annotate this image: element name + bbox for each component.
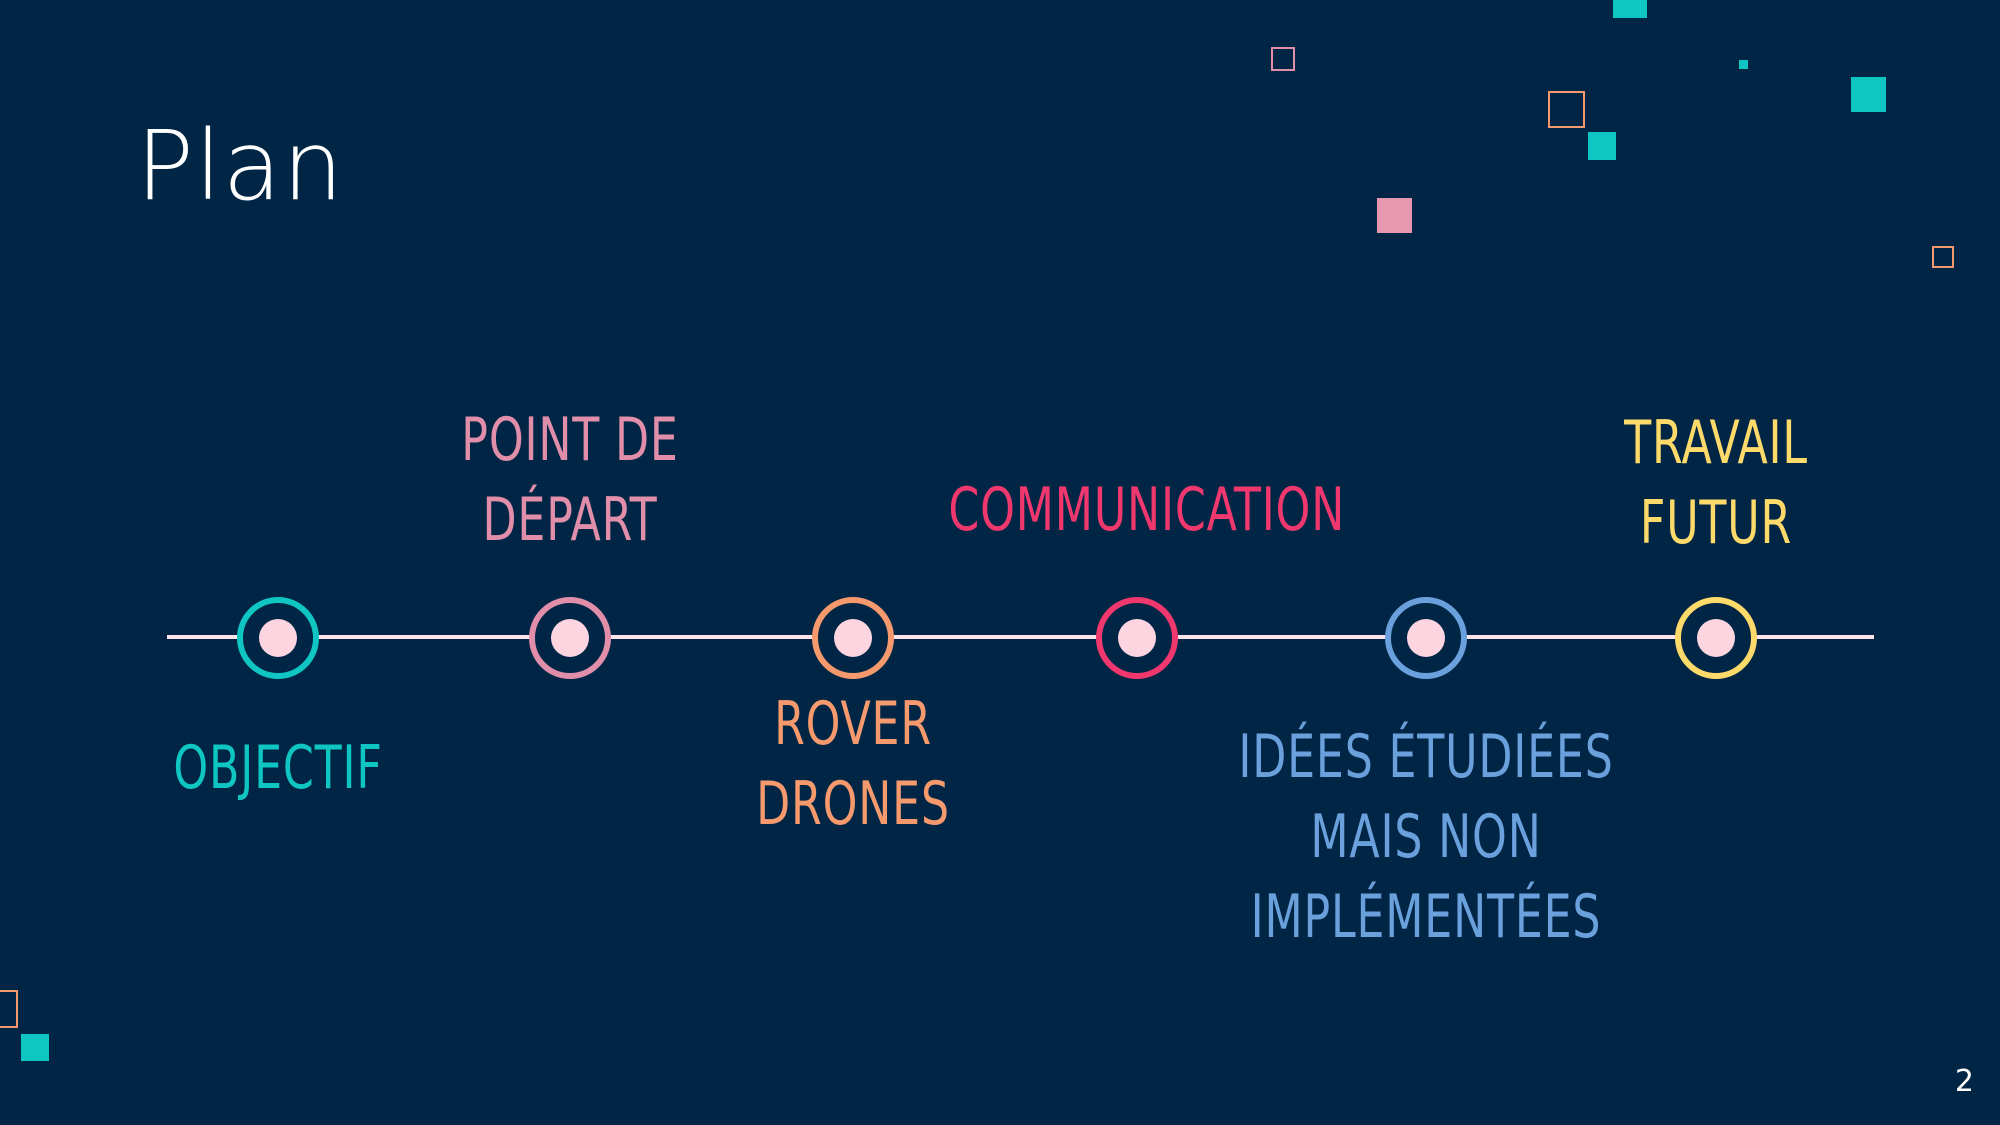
timeline-label: TRAVAIL FUTUR <box>1624 408 1808 558</box>
decorative-square-outline <box>1548 91 1585 128</box>
timeline-label: OBJECTIF <box>173 733 383 803</box>
timeline-marker <box>529 597 611 679</box>
page-title: Plan <box>136 110 345 222</box>
page-number: 2 <box>1954 1064 1974 1099</box>
decorative-square <box>1739 60 1748 69</box>
timeline-label: IDÉES ÉTUDIÉES MAIS NON IMPLÉMENTÉES <box>1238 722 1614 952</box>
decorative-square-outline <box>1271 47 1295 71</box>
timeline-marker <box>1385 597 1467 679</box>
decorative-square <box>1588 132 1616 160</box>
timeline-marker <box>1675 597 1757 679</box>
timeline-line <box>167 635 1874 639</box>
decorative-square <box>21 1034 49 1061</box>
timeline-marker <box>1096 597 1178 679</box>
timeline-marker <box>237 597 319 679</box>
timeline-marker-dot <box>834 619 872 657</box>
timeline-label: COMMUNICATION <box>948 475 1346 545</box>
decorative-square <box>1851 77 1886 112</box>
timeline-marker-dot <box>551 619 589 657</box>
timeline-marker-dot <box>259 619 297 657</box>
timeline-label: POINT DE DÉPART <box>461 405 679 555</box>
decorative-square <box>1377 198 1412 233</box>
decorative-square <box>1613 0 1647 18</box>
timeline-marker <box>812 597 894 679</box>
timeline-marker-dot <box>1697 619 1735 657</box>
timeline-marker-dot <box>1118 619 1156 657</box>
decorative-square-outline <box>1932 246 1954 268</box>
decorative-square-outline <box>0 990 18 1028</box>
timeline-marker-dot <box>1407 619 1445 657</box>
timeline-label: ROVER DRONES <box>756 689 950 839</box>
